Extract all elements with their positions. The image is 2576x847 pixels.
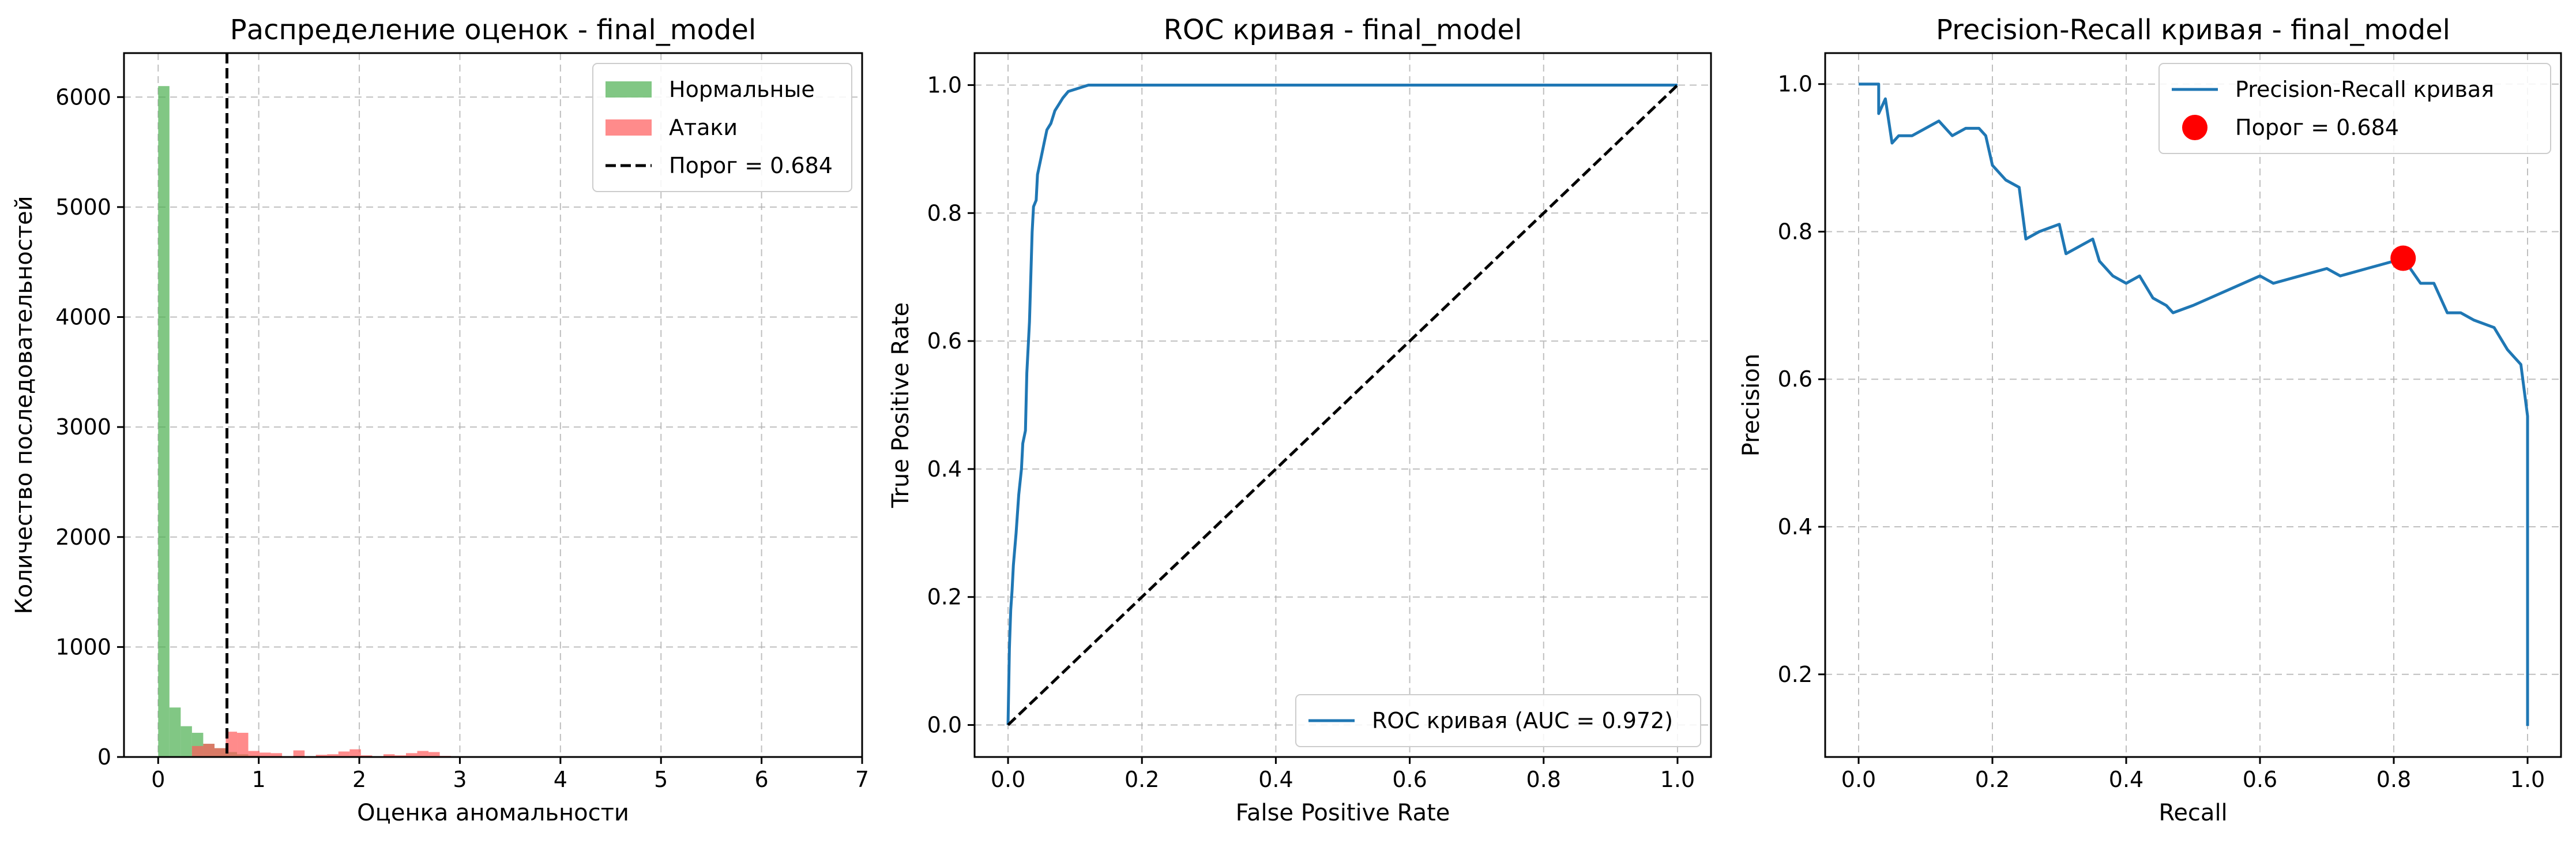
x-axis-label: Recall (2158, 800, 2227, 826)
legend-box (1295, 694, 1701, 747)
x-tick-label: 0.4 (2109, 767, 2143, 792)
y-tick-label: 2000 (55, 524, 111, 550)
legend-label: Порог = 0.684 (2235, 115, 2399, 140)
y-tick-label: 6000 (55, 84, 111, 110)
x-tick-label: 0.8 (2376, 767, 2411, 792)
y-tick-label: 4000 (55, 305, 111, 330)
histogram-bar (158, 86, 170, 757)
precision-recall-panel: 0.0 0.2 0.4 0.6 0.8 1.0 0.2 0.4 0.6 0.8 1.0 Precisi… (1738, 14, 2562, 826)
legend-swatch (2182, 115, 2208, 140)
x-tick-label: 0.4 (1258, 767, 1293, 792)
histogram-panel: 0 1 2 3 4 5 6 7 0 1000 2000 3000 4000 5000 6000 Распред… (11, 14, 869, 826)
y-tick-label: 0.2 (927, 584, 962, 610)
x-axis-label: False Positive Rate (1236, 800, 1450, 826)
axes-frame (1824, 52, 2562, 758)
series-line (1006, 84, 1678, 725)
x-tick-label: 1 (252, 767, 266, 792)
axes-frame (123, 52, 863, 758)
histogram-bar (203, 744, 215, 757)
legend-label: Precision-Recall кривая (2235, 77, 2494, 102)
axes-frame (973, 52, 1712, 758)
x-tick-label: 5 (654, 767, 668, 792)
histogram-bar (248, 751, 260, 757)
legend-label: Атаки (669, 115, 738, 140)
y-tick-label: 1.0 (927, 72, 962, 98)
histogram-bar (405, 753, 418, 757)
x-tick-label: 2 (352, 767, 366, 792)
y-tick-label: 0.2 (1778, 662, 1812, 687)
x-tick-label: 7 (855, 767, 869, 792)
x-tick-label: 0.8 (1526, 767, 1561, 792)
y-tick-label: 0.0 (927, 713, 962, 738)
legend-box (592, 63, 852, 192)
x-tick-label: 3 (453, 767, 467, 792)
histogram-bar (169, 707, 181, 757)
chart-title: ROC кривая - final_model (1164, 14, 1522, 46)
histogram-bar (260, 752, 271, 757)
x-tick-label: 0.2 (1975, 767, 2010, 792)
x-tick-label: 0.2 (1125, 767, 1159, 792)
histogram-bar (315, 755, 328, 757)
histogram-bar (237, 733, 249, 757)
diagonal-reference-line (1007, 84, 1679, 726)
y-axis-label: True Positive Rate (888, 302, 914, 508)
y-tick-label: 1000 (55, 634, 111, 659)
x-axis-label: Оценка аномальности (357, 800, 629, 826)
legend-label: Нормальные (669, 77, 815, 102)
chart-title: Распределение оценок - final_model (230, 14, 756, 46)
x-tick-label: 0.6 (1392, 767, 1427, 792)
y-tick-label: 0.8 (927, 200, 962, 226)
histogram-bar (349, 749, 361, 757)
y-tick-label: 0.4 (1778, 514, 1812, 539)
histogram-bar (180, 726, 192, 757)
y-tick-label: 1.0 (1778, 72, 1812, 97)
x-tick-label: 0.0 (1841, 767, 1876, 792)
x-tick-label: 0.0 (991, 767, 1025, 792)
x-tick-label: 1.0 (1660, 767, 1695, 792)
chart-title: Precision-Recall кривая - final_model (1936, 14, 2450, 46)
histogram-bar (191, 745, 204, 757)
legend-label: Порог = 0.684 (669, 153, 833, 178)
series-line (1859, 83, 2529, 726)
histogram-bar (225, 732, 238, 757)
y-tick-label: 0.6 (927, 328, 962, 354)
threshold-marker (2390, 245, 2416, 271)
histogram-bar (327, 754, 339, 757)
legend-box (2158, 63, 2551, 154)
x-tick-label: 0 (151, 767, 165, 792)
y-tick-label: 0.8 (1778, 219, 1812, 244)
histogram-bar (338, 751, 350, 757)
y-axis-label: Количество последовательностей (11, 196, 37, 614)
y-tick-label: 0 (97, 744, 111, 770)
y-axis-label: Precision (1738, 354, 1765, 456)
x-tick-label: 0.6 (2243, 767, 2277, 792)
y-tick-label: 0.6 (1778, 366, 1812, 392)
y-tick-label: 0.4 (927, 456, 962, 482)
histogram-bar (383, 754, 395, 757)
histogram-bar (417, 751, 429, 757)
histogram-bar (214, 748, 226, 757)
legend-label: ROC кривая (AUC = 0.972) (1372, 708, 1673, 733)
roc-panel: 0.0 0.2 0.4 0.6 0.8 1.0 0.0 0.2 0.4 0.6 0.8 1.0 ROC … (888, 14, 1712, 826)
x-tick-label: 1.0 (2510, 767, 2545, 792)
legend-swatch (606, 119, 652, 136)
x-tick-label: 6 (755, 767, 769, 792)
y-tick-label: 3000 (55, 414, 111, 440)
histogram-bar (293, 750, 305, 757)
y-tick-label: 5000 (55, 194, 111, 220)
histogram-bar (270, 753, 283, 757)
legend-swatch (606, 81, 652, 98)
histogram-bar (428, 752, 440, 757)
x-tick-label: 4 (554, 767, 567, 792)
